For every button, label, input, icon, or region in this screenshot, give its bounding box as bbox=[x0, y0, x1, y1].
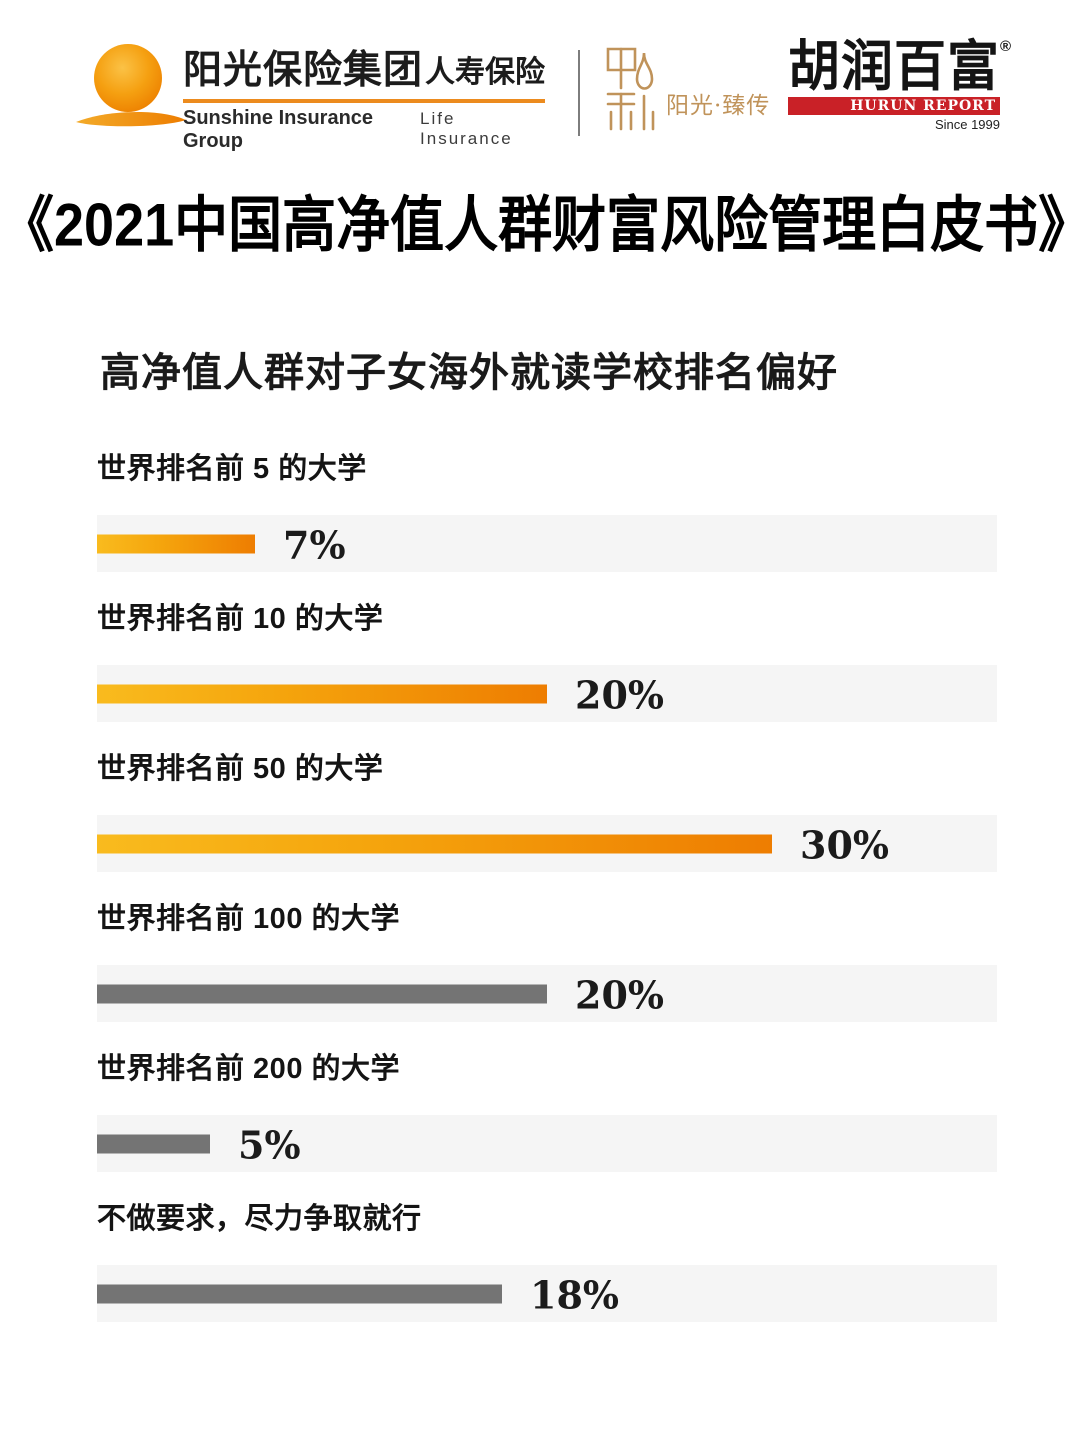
bar-track: 20% bbox=[97, 665, 997, 722]
bar-track: 18% bbox=[97, 1265, 997, 1322]
sunshine-en-names: Sunshine Insurance Group Life Insurance bbox=[183, 107, 545, 153]
bar-chart: 世界排名前 5 的大学 7% 世界排名前 10 的大学 20% 世界排名前 50… bbox=[97, 452, 997, 1352]
bar-row: 世界排名前 50 的大学 30% bbox=[97, 752, 997, 902]
value-label: 20% bbox=[575, 672, 664, 718]
sunshine-group-name-cn: 阳光保险集团 bbox=[183, 49, 424, 92]
sunshine-cn-names: 阳光保险集团 人寿保险 bbox=[183, 49, 545, 93]
bar-fill bbox=[97, 534, 255, 553]
hurun-wordmark-cn: 胡润百富 bbox=[788, 36, 1001, 98]
category-label: 世界排名前 50 的大学 bbox=[97, 753, 384, 785]
value-label: 7% bbox=[283, 522, 346, 568]
sunshine-life-insurance-en: Life Insurance bbox=[420, 109, 513, 148]
zhen-seal-icon bbox=[606, 47, 655, 131]
bar-row: 世界排名前 100 的大学 20% bbox=[97, 902, 997, 1052]
chart-title: 高净值人群对子女海外就读学校排名偏好 bbox=[100, 351, 838, 395]
bar-row: 世界排名前 5 的大学 7% bbox=[97, 452, 997, 602]
bar-track: 5% bbox=[97, 1115, 997, 1172]
hurun-since-text: Since 1999 bbox=[934, 116, 1000, 132]
report-title: 《2021中国高净值人群财富风险管理白皮书》 bbox=[0, 191, 1080, 259]
sunshine-group-name-en: Sunshine Insurance Group bbox=[183, 107, 374, 152]
bar-track: 20% bbox=[97, 965, 997, 1022]
category-label: 世界排名前 5 的大学 bbox=[97, 453, 367, 485]
bar-row: 世界排名前 10 的大学 20% bbox=[97, 602, 997, 752]
bar-fill bbox=[97, 834, 772, 853]
zhen-logo: 阳光·臻传 bbox=[600, 44, 770, 134]
value-label: 5% bbox=[238, 1122, 301, 1168]
value-label: 30% bbox=[800, 822, 889, 868]
bar-row: 世界排名前 200 的大学 5% bbox=[97, 1052, 997, 1202]
value-label: 20% bbox=[575, 972, 664, 1018]
hurun-logo: 胡润百富 ® HURUN REPORT Since 1999 bbox=[788, 36, 1016, 132]
bar-fill bbox=[97, 1284, 502, 1303]
sun-icon bbox=[76, 44, 186, 127]
sunshine-accent-rule bbox=[183, 99, 545, 103]
zhen-wordmark: 阳光·臻传 bbox=[666, 93, 771, 119]
sunshine-life-insurance-cn: 人寿保险 bbox=[425, 55, 545, 89]
hurun-wordmark-en: HURUN REPORT bbox=[850, 97, 996, 114]
bar-fill bbox=[97, 1134, 210, 1153]
value-label: 18% bbox=[530, 1272, 619, 1318]
bar-fill bbox=[97, 984, 547, 1003]
category-label: 世界排名前 100 的大学 bbox=[97, 903, 400, 935]
bar-track: 30% bbox=[97, 815, 997, 872]
bar-fill bbox=[97, 684, 547, 703]
sunshine-sun-icon bbox=[72, 42, 190, 139]
header: 阳光保险集团 人寿保险 Sunshine Insurance Group Lif… bbox=[0, 0, 1080, 160]
registered-trademark-icon: ® bbox=[1000, 38, 1012, 55]
header-divider bbox=[578, 50, 580, 136]
category-label: 世界排名前 10 的大学 bbox=[97, 603, 384, 635]
bar-track: 7% bbox=[97, 515, 997, 572]
category-label: 不做要求，尽力争取就行 bbox=[97, 1203, 422, 1235]
bar-row: 不做要求，尽力争取就行 18% bbox=[97, 1202, 997, 1352]
hurun-banner: HURUN REPORT bbox=[788, 96, 1000, 115]
category-label: 世界排名前 200 的大学 bbox=[97, 1053, 400, 1085]
